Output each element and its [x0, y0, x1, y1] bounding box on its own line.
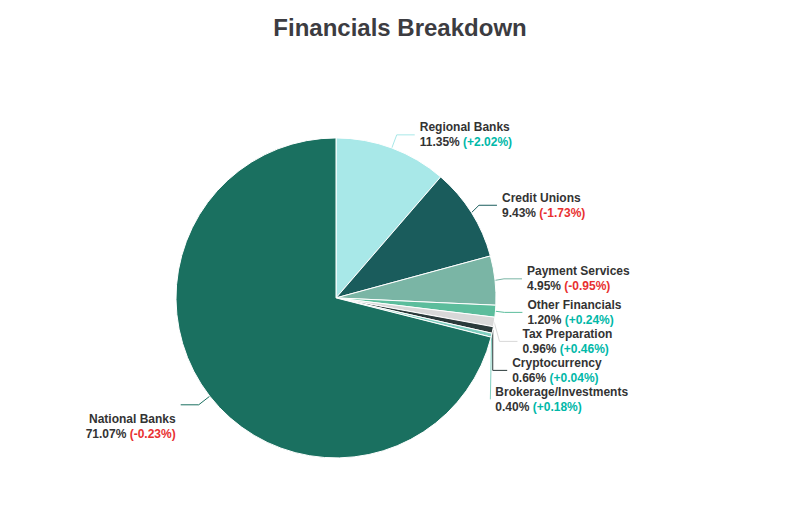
svg-text:Payment Services: Payment Services — [527, 264, 630, 278]
svg-text:Tax Preparation: Tax Preparation — [522, 327, 612, 341]
svg-text:(+2.02%): (+2.02%) — [463, 135, 512, 149]
svg-text:(-0.95%): (-0.95%) — [564, 279, 610, 293]
svg-text:Credit Unions: Credit Unions — [502, 191, 581, 205]
svg-text:Other Financials: Other Financials — [527, 298, 621, 312]
svg-text:Cryptocurrency: Cryptocurrency — [512, 356, 602, 370]
svg-text:(-0.23%): (-0.23%) — [130, 427, 176, 441]
svg-text:(-1.73%): (-1.73%) — [539, 206, 585, 220]
svg-text:4.95%: 4.95% — [527, 279, 561, 293]
svg-text:Brokerage/Investments: Brokerage/Investments — [495, 385, 628, 399]
svg-text:11.35%: 11.35% — [420, 135, 460, 149]
svg-text:National Banks: National Banks — [89, 412, 176, 426]
svg-text:Financials Breakdown: Financials Breakdown — [273, 14, 526, 41]
svg-text:Regional Banks: Regional Banks — [420, 120, 510, 134]
svg-text:(+0.04%): (+0.04%) — [550, 371, 599, 385]
svg-text:1.20%: 1.20% — [527, 313, 561, 327]
svg-text:0.96%: 0.96% — [522, 342, 556, 356]
svg-text:(+0.18%): (+0.18%) — [533, 400, 582, 414]
svg-text:9.43%: 9.43% — [502, 206, 536, 220]
svg-text:71.07%: 71.07% — [86, 427, 127, 441]
svg-text:(+0.24%): (+0.24%) — [565, 313, 614, 327]
svg-text:0.40%: 0.40% — [495, 400, 529, 414]
svg-text:(+0.46%): (+0.46%) — [560, 342, 609, 356]
svg-text:0.66%: 0.66% — [512, 371, 546, 385]
